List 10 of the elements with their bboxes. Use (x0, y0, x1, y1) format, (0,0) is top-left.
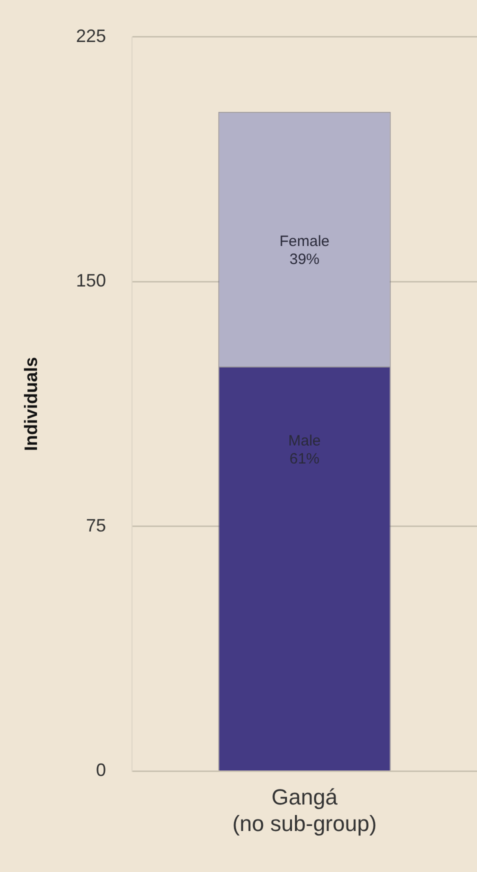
series-label: Female (280, 233, 330, 250)
y-tick-label: 0 (96, 760, 106, 780)
y-tick-label: 150 (76, 270, 106, 291)
y-axis-title: Individuals (20, 356, 41, 452)
annotation: 39% (290, 251, 320, 268)
y-tick-label: 75 (86, 515, 106, 536)
x-tick-label: Gangá (no sub-group) (232, 784, 377, 836)
y-tick-label: 225 (76, 26, 106, 46)
annotation: 61% (290, 450, 320, 468)
series-label: Male (288, 432, 321, 450)
